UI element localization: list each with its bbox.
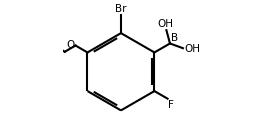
Text: Br: Br	[115, 4, 127, 14]
Text: O: O	[67, 40, 75, 50]
Text: F: F	[168, 100, 174, 110]
Text: OH: OH	[158, 19, 174, 29]
Text: OH: OH	[184, 44, 200, 54]
Text: B: B	[171, 33, 178, 43]
